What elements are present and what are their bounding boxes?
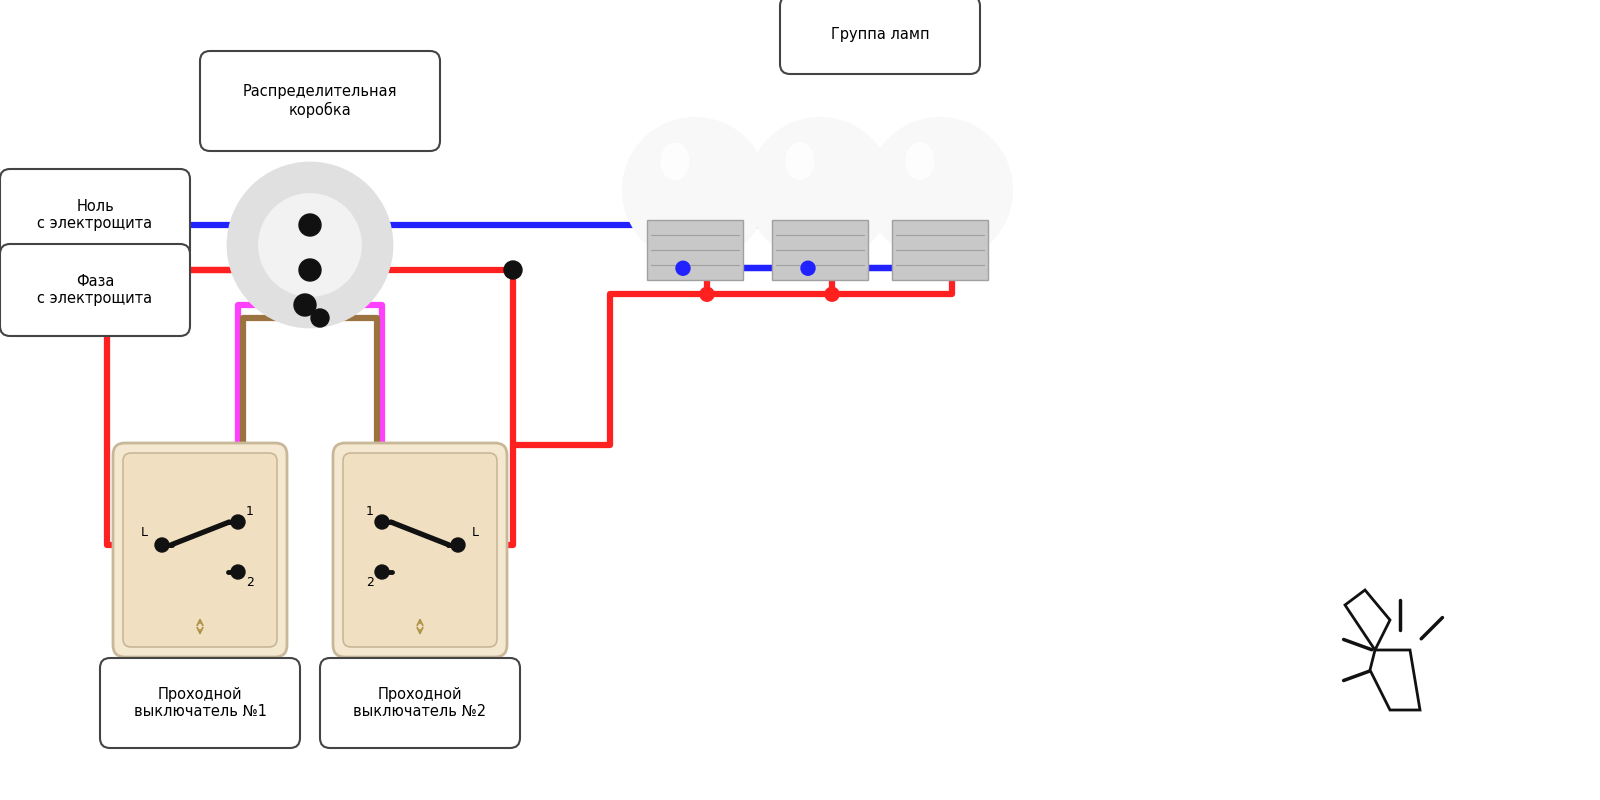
Text: 2: 2 [246,576,254,589]
Ellipse shape [786,143,813,179]
Circle shape [155,538,170,552]
Circle shape [230,565,245,579]
Circle shape [504,261,522,279]
FancyBboxPatch shape [893,220,987,280]
Circle shape [747,118,893,262]
Circle shape [802,262,814,275]
Circle shape [299,259,322,281]
Text: Фаза
с электрощита: Фаза с электрощита [37,274,152,306]
Text: L: L [141,526,147,539]
FancyBboxPatch shape [333,443,507,657]
FancyBboxPatch shape [114,443,286,657]
Circle shape [230,515,245,529]
FancyBboxPatch shape [99,658,301,748]
FancyBboxPatch shape [342,453,498,647]
Circle shape [701,287,714,302]
FancyBboxPatch shape [200,51,440,151]
Text: 1: 1 [246,505,254,518]
Circle shape [310,309,330,327]
FancyBboxPatch shape [0,169,190,261]
Text: Распределительная
коробка: Распределительная коробка [243,84,397,118]
Circle shape [675,262,690,275]
Text: Группа ламп: Группа ламп [830,27,930,42]
Circle shape [294,294,317,316]
Circle shape [622,118,766,262]
Text: 2: 2 [366,576,374,589]
Text: Ноль
с электрощита: Ноль с электрощита [37,198,152,231]
Ellipse shape [661,143,688,179]
FancyBboxPatch shape [320,658,520,748]
Ellipse shape [906,143,933,179]
Circle shape [867,118,1013,262]
Circle shape [229,163,392,327]
Text: Проходной
выключатель №1: Проходной выключатель №1 [133,686,267,719]
FancyBboxPatch shape [646,220,742,280]
FancyBboxPatch shape [0,244,190,336]
Circle shape [374,515,389,529]
FancyBboxPatch shape [781,0,979,74]
Text: L: L [472,526,478,539]
FancyBboxPatch shape [771,220,867,280]
Polygon shape [1370,650,1421,710]
FancyBboxPatch shape [123,453,277,647]
Polygon shape [1346,590,1390,650]
Text: Проходной
выключатель №2: Проходной выключатель №2 [354,686,486,719]
Circle shape [826,287,838,302]
Text: 1: 1 [366,505,374,518]
Circle shape [374,565,389,579]
Circle shape [259,194,362,296]
Circle shape [299,214,322,236]
Circle shape [451,538,466,552]
